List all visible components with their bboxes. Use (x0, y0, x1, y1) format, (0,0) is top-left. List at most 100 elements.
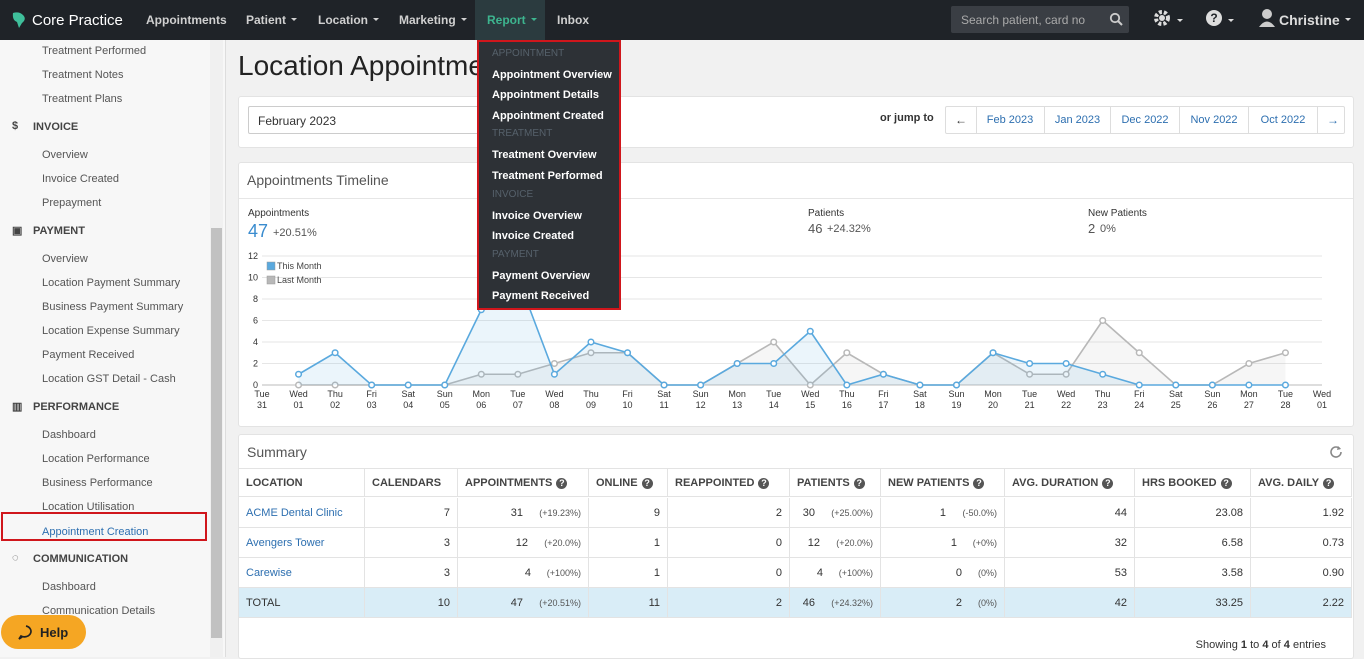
dropdown-item[interactable]: Invoice Created (492, 229, 574, 242)
refresh-icon[interactable] (1329, 444, 1343, 458)
month-value: February 2023 (258, 114, 337, 128)
dropdown-item[interactable]: Payment Received (492, 289, 590, 302)
jump-month[interactable]: Feb 2023 (976, 107, 1045, 133)
sidebar-item[interactable]: Location Performance (42, 453, 150, 465)
jump-month[interactable]: Nov 2022 (1180, 107, 1249, 133)
cell-value: 2 (955, 597, 962, 609)
series-line (298, 319, 1286, 387)
sidebar-item[interactable]: Overview (42, 149, 88, 161)
stat-change: +20.51% (273, 227, 317, 239)
sidebar-item[interactable]: Treatment Plans (42, 93, 123, 105)
menu-item[interactable]: Appointments (146, 13, 227, 27)
point (1208, 381, 1216, 389)
sidebar-item[interactable]: Appointment Creation (42, 526, 149, 538)
dropdown-item[interactable]: Payment Overview (492, 269, 590, 282)
x-tick-label: Sat 04 (401, 389, 415, 410)
dropdown-item[interactable]: Invoice Overview (492, 209, 582, 222)
menu-item[interactable]: Location (318, 13, 368, 27)
column-header: REAPPOINTED? (668, 468, 790, 497)
chart-title: Appointments Timeline (247, 172, 389, 188)
cell-text[interactable]: Carewise (246, 567, 292, 579)
x-tick-label: Tue 07 (510, 389, 525, 410)
help-label: Help (40, 625, 69, 640)
sidebar-item[interactable]: Location GST Detail - Cash (42, 373, 176, 385)
dropdown-item[interactable]: Appointment Details (492, 89, 599, 102)
section-heading: INVOICE (33, 121, 79, 133)
stat-change: +24.32% (827, 223, 871, 235)
dropdown-item[interactable]: Treatment Overview (492, 149, 597, 162)
dropdown-item[interactable]: Appointment Overview (492, 69, 612, 81)
info-icon[interactable]: ? (973, 478, 985, 489)
brand[interactable]: Core Practice (32, 12, 123, 29)
stat-label: Appointments (248, 208, 310, 219)
sidebar-item[interactable]: Invoice Created (42, 173, 120, 185)
sidebar-item[interactable]: Business Payment Summary (42, 301, 184, 313)
table-cell: 53 (1005, 558, 1135, 588)
jump-month[interactable]: Oct 2022 (1249, 107, 1318, 133)
series-area (298, 277, 1286, 385)
sidebar-item[interactable]: Payment Received (42, 349, 135, 361)
cell-text: 2.22 (1322, 597, 1344, 609)
user-name[interactable]: Christine (1279, 12, 1340, 28)
menu-item[interactable]: Report (487, 13, 526, 27)
cell-change: (+20.0%) (544, 538, 581, 548)
help-icon[interactable]: ? (1205, 8, 1237, 30)
legend-label: This Month (277, 261, 322, 271)
sidebar-item[interactable]: Location Payment Summary (42, 277, 181, 289)
x-tick-label: Fri 03 (366, 389, 377, 410)
menu-item[interactable]: Patient (246, 13, 287, 27)
sidebar-item[interactable]: Business Performance (42, 477, 153, 489)
cell-text: 3.58 (1221, 567, 1243, 579)
cell-change: (+19.23%) (539, 508, 581, 518)
point (587, 338, 595, 346)
menu-item[interactable]: Inbox (557, 13, 589, 27)
dropdown-item[interactable]: Appointment Created (492, 109, 604, 122)
sidebar-item[interactable]: Treatment Performed (42, 45, 147, 57)
cell-text[interactable]: ACME Dental Clinic (246, 507, 343, 519)
info-icon[interactable]: ? (853, 478, 865, 489)
y-tick-label: 0 (253, 380, 258, 390)
jump-month[interactable]: Jan 2023 (1045, 107, 1111, 133)
help-button[interactable]: Help (1, 615, 86, 649)
column-header: LOCATION (239, 468, 365, 497)
sidebar-item[interactable]: Dashboard (42, 581, 96, 593)
point (550, 370, 558, 378)
point (952, 381, 961, 389)
table-cell: 42 (1005, 588, 1135, 618)
info-icon[interactable]: ? (1323, 478, 1335, 489)
cell-text: 11 (648, 597, 660, 609)
menu-item[interactable]: Marketing (399, 13, 456, 27)
cell-text: 10 (437, 597, 450, 609)
info-icon[interactable]: ? (758, 478, 770, 489)
month-select[interactable]: February 2023 (248, 106, 490, 134)
sidebar-item[interactable]: Location Expense Summary (42, 325, 180, 337)
jump-month[interactable]: Dec 2022 (1111, 107, 1180, 133)
x-tick-label: Sun 05 (437, 389, 453, 410)
scrollbar-thumb[interactable] (211, 228, 222, 638)
sidebar-item[interactable]: Communication Details (42, 605, 156, 617)
sidebar-item[interactable]: Dashboard (42, 429, 96, 441)
prev-button[interactable]: ← (946, 107, 977, 133)
info-icon[interactable]: ? (1102, 478, 1114, 489)
sidebar-item[interactable]: Prepayment (42, 197, 102, 209)
cell-value: 46 (802, 597, 815, 609)
point (697, 381, 705, 389)
table-cell: 3.58 (1135, 558, 1251, 588)
next-button[interactable]: → (1327, 113, 1339, 127)
sidebar-item[interactable]: Overview (42, 253, 88, 265)
dropdown-item[interactable]: Treatment Performed (492, 169, 603, 182)
info-icon[interactable]: ? (556, 478, 568, 489)
x-tick-label: Tue 21 (1022, 389, 1037, 410)
sidebar-item[interactable]: Treatment Notes (42, 69, 124, 81)
info-icon[interactable]: ? (641, 478, 653, 489)
search-box[interactable]: Search patient, card no (951, 6, 1129, 33)
cell-text[interactable]: Avengers Tower (246, 537, 325, 549)
header-text: CALENDARS (372, 477, 442, 489)
point (1026, 370, 1034, 378)
cell-text: 7 (443, 507, 450, 519)
settings-icon[interactable] (1152, 8, 1186, 30)
summary-panel: Summary LOCATION CALENDARS APPOINTMENTS? ON… (238, 434, 1354, 659)
info-icon[interactable]: ? (1220, 478, 1232, 489)
sidebar-item[interactable]: Location Utilisation (42, 501, 135, 513)
table-cell: 0.73 (1251, 528, 1352, 558)
